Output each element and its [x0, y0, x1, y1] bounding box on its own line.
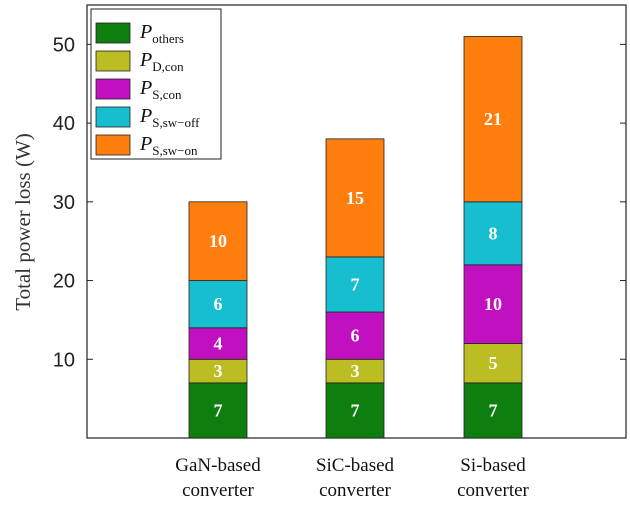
y-axis-label: Total power loss (W) [11, 133, 35, 311]
legend-entry: PS,sw−on [139, 133, 198, 158]
bar-value-label: 15 [346, 188, 364, 208]
bar-segment [325, 138, 385, 258]
bar-segment [188, 382, 248, 439]
bar-segment [463, 36, 523, 203]
legend-entry: PS,con [139, 77, 182, 102]
legend-swatch [95, 134, 131, 156]
bar-value-label: 7 [214, 400, 223, 420]
legend-swatch [95, 78, 131, 100]
bar-segment [325, 256, 385, 313]
legend-entry: Pothers [139, 21, 184, 46]
legend: Pothers PD,con PS,con PS,sw−off PS,sw−on [90, 8, 222, 160]
segment-labels: 7 3 4 6 10 7 3 6 7 15 7 5 10 8 21 [209, 109, 502, 420]
bar-value-label: 6 [351, 326, 360, 346]
bar-value-label: 21 [484, 109, 502, 129]
bar-segment [463, 201, 523, 266]
x-tick-label: SiC-based [316, 455, 395, 476]
legend-swatch [95, 50, 131, 72]
legend-swatch [95, 22, 131, 44]
bar-value-label: 10 [484, 294, 502, 314]
bar-value-label: 7 [489, 400, 498, 420]
y-axis: 10 20 30 40 50 [53, 34, 626, 371]
bar-value-label: 7 [351, 400, 360, 420]
y-tick-label: 50 [53, 34, 75, 56]
y-tick-label: 40 [53, 113, 75, 135]
bar-value-label: 7 [351, 274, 360, 294]
bar-segment [188, 201, 248, 281]
y-tick-label: 10 [53, 349, 75, 371]
x-tick-label: Si-based [460, 455, 526, 476]
bar-segment [188, 280, 248, 329]
x-tick-label: converter [182, 480, 254, 501]
x-axis-labels: GaN-based converter SiC-based converter Si-b… [175, 455, 529, 501]
bar-value-label: 10 [209, 231, 227, 251]
legend-swatch [95, 106, 131, 128]
legend-entry: PS,sw−off [139, 105, 200, 130]
x-tick-label: converter [457, 480, 529, 501]
legend-entry: PD,con [139, 49, 184, 74]
y-tick-label: 30 [53, 192, 75, 214]
bar-segment [325, 382, 385, 439]
bars [188, 36, 523, 439]
bar-value-label: 4 [214, 334, 223, 354]
bar-value-label: 3 [214, 361, 223, 381]
bar-segment [463, 264, 523, 344]
bar-segment [188, 327, 248, 360]
bar-segment [463, 343, 523, 384]
x-tick-label: GaN-based [175, 455, 261, 476]
x-tick-label: converter [319, 480, 391, 501]
bar-value-label: 3 [351, 361, 360, 381]
y-tick-label: 20 [53, 271, 75, 293]
bar-value-label: 6 [214, 294, 223, 314]
bar-value-label: 8 [489, 223, 498, 243]
bar-value-label: 5 [489, 353, 498, 373]
bar-segment [325, 311, 385, 360]
